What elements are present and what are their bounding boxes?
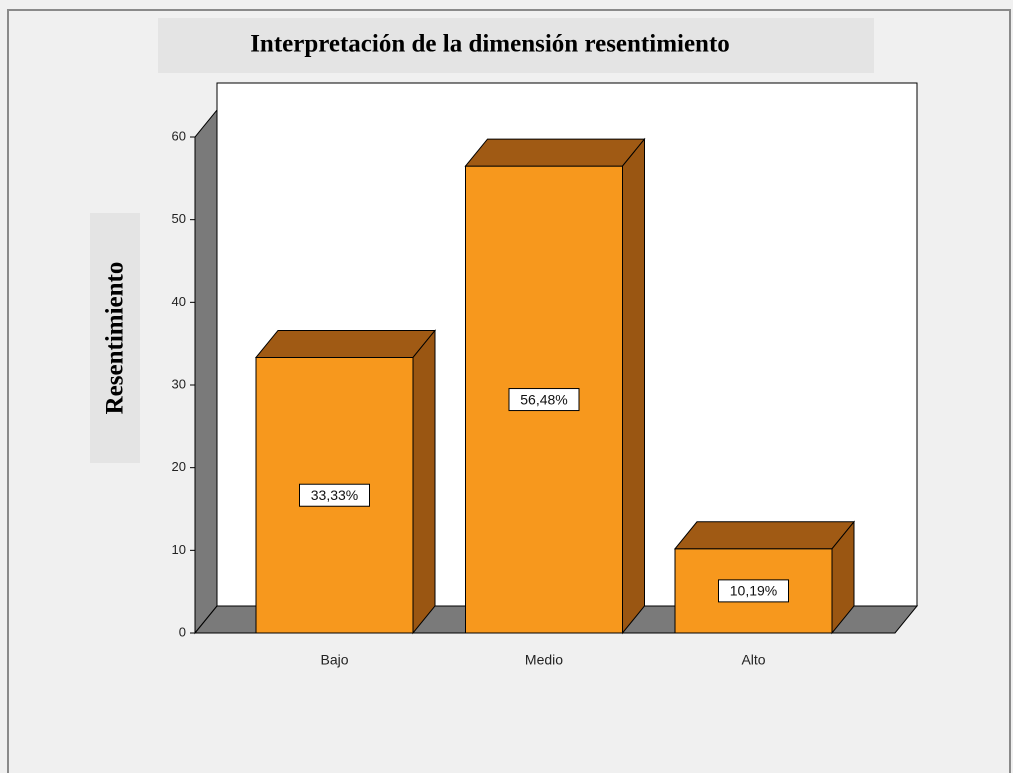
plot: 0 10 20 30 40 50 60 33,33% Bajo 56,48% Medio 10,19%… [172, 82, 919, 668]
bar [254, 329, 437, 635]
bar-side [622, 137, 645, 635]
value-label-box [718, 579, 789, 603]
y-axis-label: Resentimiento [102, 262, 129, 415]
y-tick-label: 50 [172, 211, 186, 226]
y-tick-label: 10 [172, 542, 186, 557]
bar-top [464, 138, 646, 167]
value-label: 56,48% [520, 391, 567, 407]
value-label-box [299, 483, 370, 507]
frame [7, 9, 1011, 773]
bar-top [673, 521, 856, 550]
bar-top [254, 329, 437, 358]
bar [464, 137, 646, 635]
value-label: 33,33% [311, 487, 358, 503]
value-label-box [508, 388, 580, 412]
y-tick-label: 60 [172, 128, 186, 143]
y-tick-label: 20 [172, 459, 186, 474]
bar-side [412, 329, 436, 635]
y-tick-label: 40 [172, 294, 186, 309]
value-label: 10,19% [730, 583, 777, 599]
x-tick-label: Bajo [320, 652, 348, 668]
y-label-box [90, 213, 140, 463]
x-tick-label: Alto [741, 652, 765, 668]
bar [673, 520, 856, 635]
chart-title: Interpretación de la dimensión resentimi… [250, 31, 730, 58]
y-tick-label: 30 [172, 376, 186, 391]
y-tick-label: 0 [179, 624, 186, 639]
title-box [158, 18, 874, 73]
left-wall [194, 108, 218, 635]
x-tick-label: Medio [525, 652, 563, 668]
bar-side [831, 520, 855, 635]
